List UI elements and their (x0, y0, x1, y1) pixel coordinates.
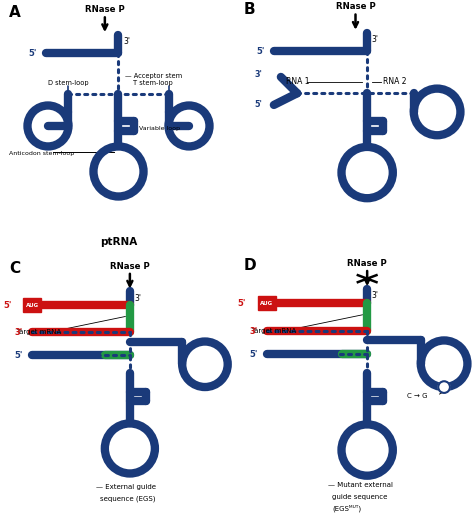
Text: 5': 5' (249, 350, 257, 359)
Text: 3': 3' (255, 70, 262, 79)
Text: 3': 3' (15, 328, 23, 337)
Text: 3': 3' (123, 37, 130, 46)
Text: 3': 3' (372, 291, 379, 301)
Text: 5': 5' (256, 47, 264, 56)
Text: Variable loop: Variable loop (139, 126, 180, 131)
Text: 5': 5' (237, 299, 246, 308)
Text: (EGSᴹᵁᵀ): (EGSᴹᵁᵀ) (332, 505, 361, 512)
Text: A: A (9, 5, 21, 19)
Text: RNA 1: RNA 1 (285, 77, 309, 86)
Text: 3': 3' (249, 327, 257, 336)
Text: 3': 3' (135, 294, 141, 303)
Text: RNase P: RNase P (110, 262, 150, 271)
Text: C → G: C → G (407, 393, 427, 400)
Text: Target mRNA: Target mRNA (251, 328, 296, 334)
Text: 5': 5' (3, 301, 11, 310)
Text: 5': 5' (28, 49, 36, 57)
Text: 3': 3' (372, 35, 379, 44)
Text: D stem-loop: D stem-loop (48, 80, 89, 86)
Text: B: B (244, 2, 255, 17)
Text: 5': 5' (15, 351, 23, 360)
Text: AUG: AUG (26, 303, 38, 308)
Text: Target mRNA: Target mRNA (16, 329, 61, 336)
Text: — Acceptor stem: — Acceptor stem (125, 73, 182, 79)
Text: D: D (244, 259, 256, 273)
Text: guide sequence: guide sequence (332, 494, 388, 500)
Text: Anticodon stem-loop: Anticodon stem-loop (9, 151, 74, 156)
Text: sequence (EGS): sequence (EGS) (100, 495, 156, 502)
Bar (257, 296, 276, 310)
Text: C: C (9, 261, 20, 276)
Text: RNase P: RNase P (85, 6, 125, 14)
Text: RNase P: RNase P (347, 259, 387, 268)
Text: ptRNA: ptRNA (100, 237, 137, 247)
Text: RNA 2: RNA 2 (383, 77, 407, 86)
Text: T stem-loop: T stem-loop (133, 80, 173, 86)
Text: — External guide: — External guide (96, 484, 156, 490)
Bar (23, 298, 41, 312)
Text: RNase P: RNase P (336, 3, 375, 11)
Text: — Mutant external: — Mutant external (328, 482, 392, 488)
Circle shape (438, 381, 450, 393)
Text: 5': 5' (255, 101, 262, 109)
Text: AUG: AUG (260, 301, 273, 306)
